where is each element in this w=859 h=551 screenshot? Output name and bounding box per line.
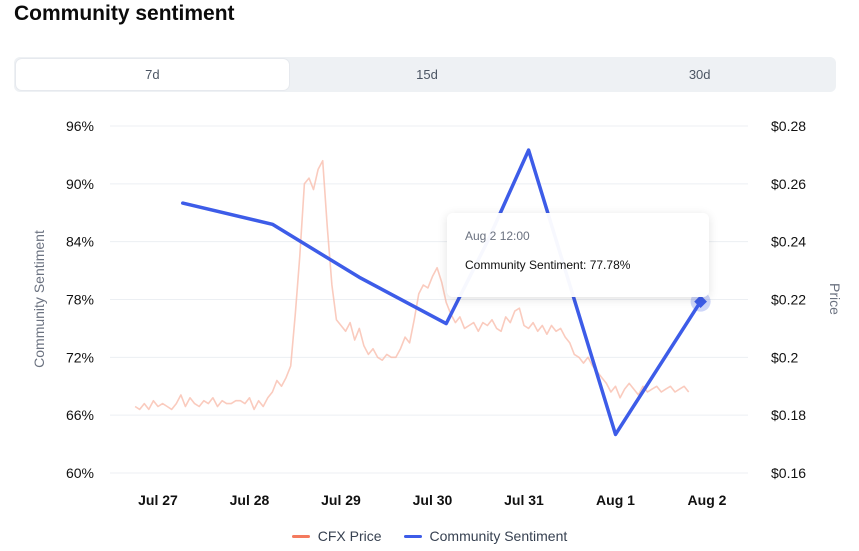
page-title: Community sentiment bbox=[14, 2, 235, 25]
grid-lines bbox=[110, 125, 748, 474]
left-tick-label: 84% bbox=[66, 234, 94, 250]
left-tick-label: 96% bbox=[66, 118, 94, 134]
right-tick-label: $0.24 bbox=[771, 234, 806, 250]
time-range-tabs: 7d 15d 30d bbox=[14, 57, 836, 92]
legend-price-label: CFX Price bbox=[317, 528, 382, 544]
tooltip-date: Aug 2 12:00 bbox=[465, 229, 530, 243]
left-tick-label: 66% bbox=[66, 407, 94, 423]
x-tick-label: Aug 2 bbox=[688, 492, 727, 508]
right-axis-title: Price bbox=[827, 283, 843, 315]
left-tick-label: 60% bbox=[66, 465, 94, 481]
x-axis-ticks: Jul 27 Jul 28 Jul 29 Jul 30 Jul 31 Aug 1 Aug 2 bbox=[138, 492, 727, 508]
left-tick-label: 78% bbox=[66, 292, 94, 308]
right-tick-label: $0.22 bbox=[771, 292, 806, 308]
x-tick-label: Jul 31 bbox=[504, 492, 544, 508]
legend-item-sentiment[interactable]: Community Sentiment bbox=[403, 528, 568, 544]
left-axis-title: Community Sentiment bbox=[31, 230, 47, 368]
right-axis-ticks: $0.28 $0.26 $0.24 $0.22 $0.2 $0.18 $0.16 bbox=[771, 118, 806, 481]
legend-sentiment-label: Community Sentiment bbox=[429, 528, 568, 544]
x-tick-label: Jul 28 bbox=[230, 492, 270, 508]
chart-tooltip: Aug 2 12:00 Community Sentiment: 77.78% bbox=[447, 213, 709, 297]
tab-15d[interactable]: 15d bbox=[416, 67, 438, 82]
tooltip-value: Community Sentiment: 77.78% bbox=[465, 258, 631, 272]
right-tick-label: $0.18 bbox=[771, 407, 806, 423]
legend-item-price[interactable]: CFX Price bbox=[291, 528, 382, 544]
right-tick-label: $0.26 bbox=[771, 176, 806, 192]
sentiment-swatch bbox=[403, 534, 422, 538]
right-tick-label: $0.16 bbox=[771, 465, 806, 481]
x-tick-label: Jul 30 bbox=[413, 492, 453, 508]
x-tick-label: Jul 27 bbox=[138, 492, 178, 508]
chart-legend: CFX Price Community Sentiment bbox=[0, 528, 859, 544]
right-tick-label: $0.2 bbox=[771, 349, 798, 365]
right-tick-label: $0.28 bbox=[771, 118, 806, 134]
tab-7d[interactable]: 7d bbox=[16, 59, 289, 90]
left-tick-label: 72% bbox=[66, 349, 94, 365]
x-tick-label: Jul 29 bbox=[321, 492, 361, 508]
tab-30d[interactable]: 30d bbox=[688, 67, 711, 82]
price-swatch bbox=[291, 534, 310, 538]
left-axis-ticks: 96% 90% 84% 78% 72% 66% 60% bbox=[66, 118, 94, 481]
left-tick-label: 90% bbox=[66, 176, 94, 192]
x-tick-label: Aug 1 bbox=[596, 492, 635, 508]
